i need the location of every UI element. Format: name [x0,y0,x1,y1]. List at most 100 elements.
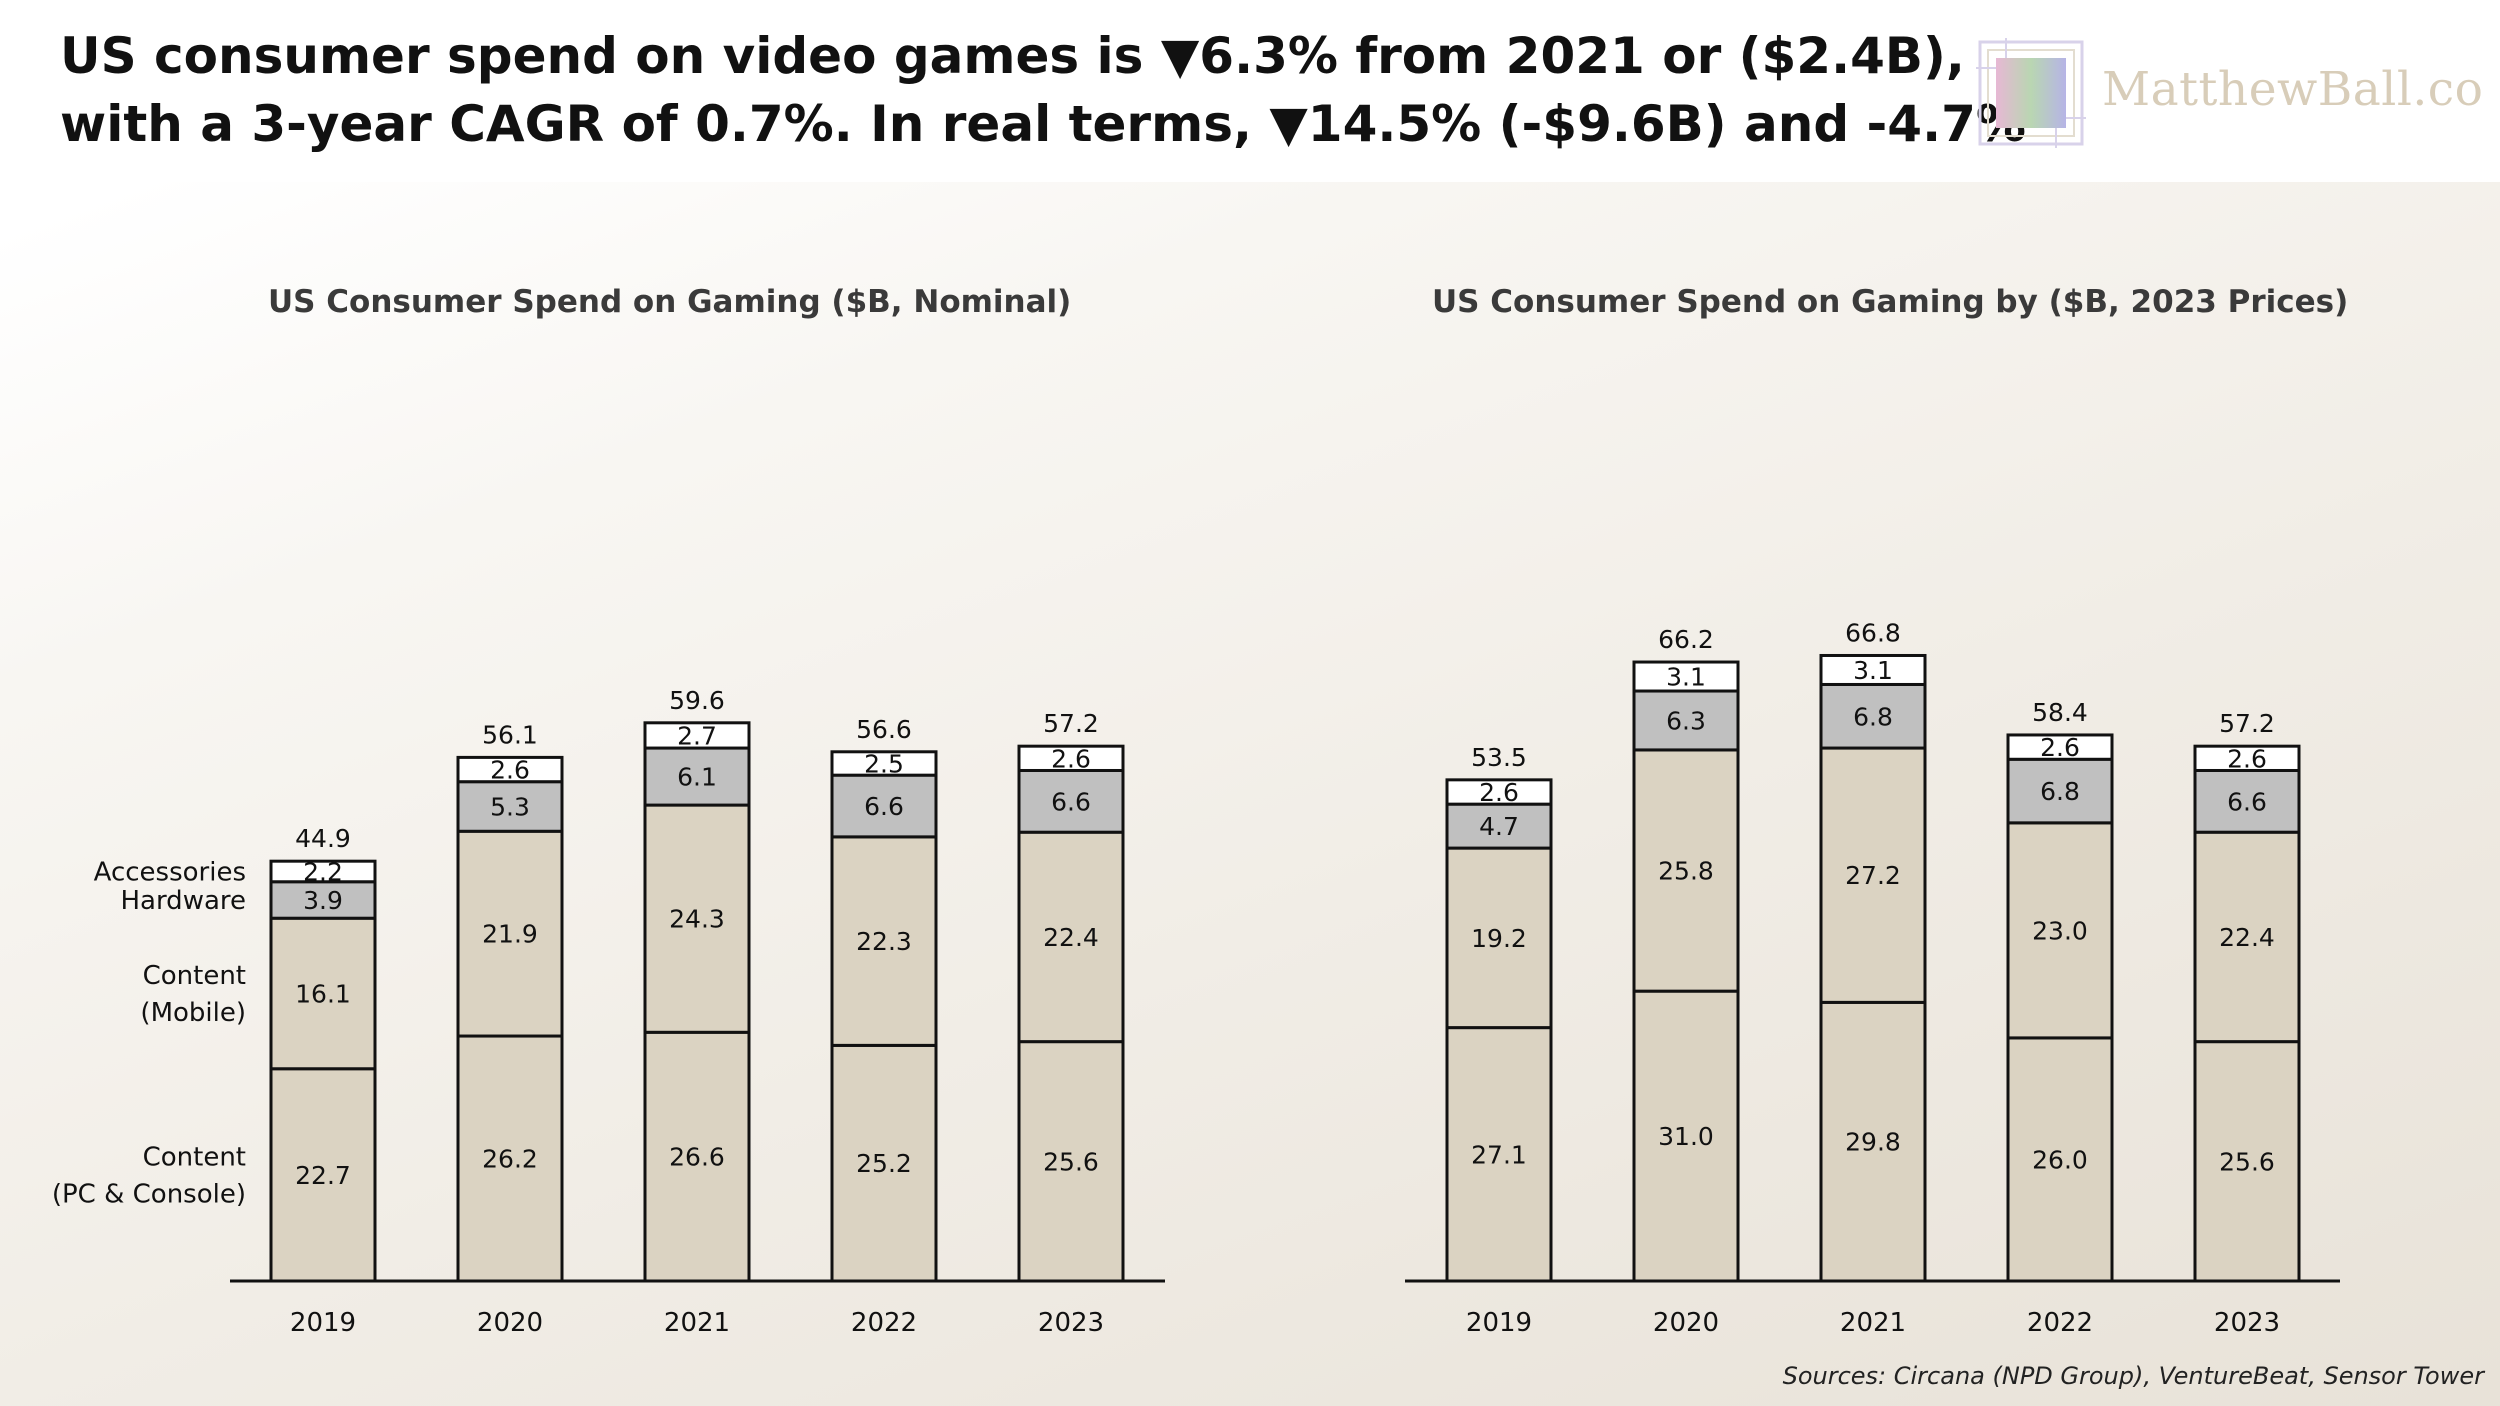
bar-nominal-2019-accessories [269,859,377,884]
legend-label-content-mobile-line-1: Content [143,961,246,991]
total-label-real-2021: 66.8 [1845,618,1901,647]
bar-real-2022-accessories [2006,733,2114,761]
data-label-real-2022-content-pc-console: 26.0 [2032,1145,2088,1174]
data-label-nominal-2021-content-pc-console: 26.6 [669,1143,725,1172]
legend-label-content-mobile-line-2: (Mobile) [140,998,246,1028]
bar-nominal-2022-content-pc-console [830,1043,938,1283]
data-label-nominal-2020-hardware: 5.3 [490,792,530,821]
total-label-real-2022: 58.4 [2032,698,2088,727]
x-tick-label-nominal-2023: 2023 [1038,1308,1104,1338]
data-label-real-2020-hardware: 6.3 [1666,706,1706,735]
bar-nominal-2020-accessories [456,755,564,784]
bar-real-2020-content-mobile [1632,748,1740,993]
bar-nominal-2023-accessories [1017,744,1125,772]
data-label-nominal-2019-hardware: 3.9 [303,886,343,915]
data-label-real-2020-content-pc-console: 31.0 [1658,1122,1714,1151]
chart-title-real: US Consumer Spend on Gaming by ($B, 2023… [1432,284,2349,320]
data-label-nominal-2019-accessories: 2.2 [303,857,343,886]
legend-label-hardware-line-1: Hardware [120,886,246,916]
data-label-nominal-2020-content-mobile: 21.9 [482,920,538,949]
data-label-nominal-2020-content-pc-console: 26.2 [482,1145,538,1174]
sources-note: Sources: Circana (NPD Group), VentureBea… [1782,1362,2484,1390]
data-label-real-2023-accessories: 2.6 [2227,744,2267,773]
data-label-nominal-2021-accessories: 2.7 [677,721,717,750]
x-tick-label-real-2022: 2022 [2027,1308,2093,1338]
data-label-real-2022-accessories: 2.6 [2040,733,2080,762]
bar-nominal-2021-content-mobile [643,803,751,1034]
x-tick-label-real-2020: 2020 [1653,1308,1719,1338]
x-tick-label-nominal-2022: 2022 [851,1308,917,1338]
page-title-line-2: with a 3-year CAGR of 0.7%. In real term… [60,95,2026,153]
data-label-real-2019-content-mobile: 19.2 [1471,924,1527,953]
data-label-nominal-2023-hardware: 6.6 [1051,787,1091,816]
data-label-real-2022-hardware: 6.8 [2040,777,2080,806]
legend-label-accessories-line-1: Accessories [94,857,246,887]
legend-label-content-pc-console-line-2: (PC & Console) [52,1179,246,1209]
bar-real-2023-accessories [2193,744,2301,772]
data-label-nominal-2022-content-pc-console: 25.2 [856,1149,912,1178]
data-label-real-2019-hardware: 4.7 [1479,812,1519,841]
data-label-nominal-2021-content-mobile: 24.3 [669,905,725,934]
x-tick-label-real-2019: 2019 [1466,1308,1532,1338]
page-title: US consumer spend on video games is ▼6.3… [60,22,2026,158]
data-label-real-2021-content-mobile: 27.2 [1845,861,1901,890]
data-label-nominal-2022-content-mobile: 22.3 [856,927,912,956]
data-label-nominal-2019-content-mobile: 16.1 [295,979,351,1008]
brand-logo-icon [1976,38,2086,148]
bar-nominal-2023-content-mobile [1017,830,1125,1044]
bar-nominal-2021-hardware [643,746,751,807]
bar-real-2023-hardware [2193,768,2301,834]
data-label-real-2023-content-mobile: 22.4 [2219,923,2275,952]
bar-nominal-2020-content-pc-console [456,1034,564,1283]
page-title-line-1: US consumer spend on video games is ▼6.3… [60,27,1965,85]
data-label-nominal-2020-accessories: 2.6 [490,756,530,785]
bar-real-2019-accessories [1445,778,1553,806]
x-tick-label-nominal-2020: 2020 [477,1308,543,1338]
bar-nominal-2023-hardware [1017,768,1125,834]
total-label-real-2020: 66.2 [1658,625,1714,654]
chart-title-nominal: US Consumer Spend on Gaming ($B, Nominal… [268,284,1072,320]
bar-nominal-2022-content-mobile [830,835,938,1047]
bar-nominal-2019-hardware [269,880,377,920]
bar-real-2019-content-mobile [1445,846,1553,1030]
x-tick-label-nominal-2021: 2021 [664,1308,730,1338]
x-tick-label-real-2021: 2021 [1840,1308,1906,1338]
data-label-nominal-2022-hardware: 6.6 [864,792,904,821]
data-label-real-2019-content-pc-console: 27.1 [1471,1140,1527,1169]
bar-nominal-2021-accessories [643,721,751,750]
x-tick-label-real-2023: 2023 [2214,1308,2280,1338]
total-label-real-2023: 57.2 [2219,709,2275,738]
bar-real-2021-accessories [1819,653,1927,686]
bar-nominal-2022-accessories [830,750,938,777]
data-label-real-2023-hardware: 6.6 [2227,787,2267,816]
data-label-nominal-2023-accessories: 2.6 [1051,744,1091,773]
x-tick-label-nominal-2019: 2019 [290,1308,356,1338]
data-label-nominal-2023-content-mobile: 22.4 [1043,923,1099,952]
total-label-nominal-2020: 56.1 [482,720,538,749]
data-label-real-2020-accessories: 3.1 [1666,663,1706,692]
data-label-real-2023-content-pc-console: 25.6 [2219,1147,2275,1176]
bar-real-2019-content-pc-console [1445,1026,1553,1283]
total-label-real-2019: 53.5 [1471,743,1527,772]
data-label-real-2020-content-mobile: 25.8 [1658,857,1714,886]
total-label-nominal-2023: 57.2 [1043,709,1099,738]
data-label-real-2022-content-mobile: 23.0 [2032,916,2088,945]
total-label-nominal-2022: 56.6 [856,715,912,744]
data-label-nominal-2023-content-pc-console: 25.6 [1043,1147,1099,1176]
data-label-real-2019-accessories: 2.6 [1479,778,1519,807]
total-label-nominal-2021: 59.6 [669,686,725,715]
bar-real-2019-hardware [1445,802,1553,850]
data-label-real-2021-accessories: 3.1 [1853,656,1893,685]
bar-real-2021-content-mobile [1819,746,1927,1004]
data-label-nominal-2021-hardware: 6.1 [677,763,717,792]
bar-nominal-2020-content-mobile [456,829,564,1038]
brand-name: MatthewBall.co [2102,62,2484,117]
bar-nominal-2019-content-pc-console [269,1067,377,1283]
bar-nominal-2019-content-mobile [269,916,377,1071]
total-label-nominal-2019: 44.9 [295,824,351,853]
bar-real-2020-accessories [1632,660,1740,693]
data-label-nominal-2022-accessories: 2.5 [864,749,904,778]
bar-real-2022-hardware [2006,757,2114,825]
data-label-nominal-2019-content-pc-console: 22.7 [295,1161,351,1190]
